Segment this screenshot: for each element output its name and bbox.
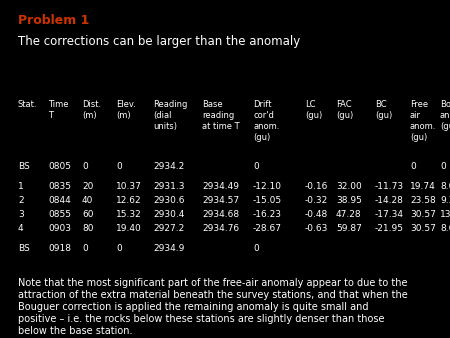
Text: 2927.2: 2927.2 (153, 224, 184, 233)
Text: 0844: 0844 (48, 196, 71, 205)
Text: Dist.: Dist. (82, 100, 101, 109)
Text: 13.23: 13.23 (440, 210, 450, 219)
Text: 2934.49: 2934.49 (202, 182, 239, 191)
Text: 0: 0 (253, 162, 259, 171)
Text: 12.62: 12.62 (116, 196, 142, 205)
Text: reading: reading (202, 111, 234, 120)
Text: BC: BC (375, 100, 387, 109)
Text: Time: Time (48, 100, 68, 109)
Text: Problem 1: Problem 1 (18, 14, 90, 27)
Text: 0: 0 (116, 244, 122, 253)
Text: 15.32: 15.32 (116, 210, 142, 219)
Text: 19.40: 19.40 (116, 224, 142, 233)
Text: -0.48: -0.48 (305, 210, 328, 219)
Text: 30.57: 30.57 (410, 224, 436, 233)
Text: units): units) (153, 122, 177, 131)
Text: -0.63: -0.63 (305, 224, 328, 233)
Text: -14.28: -14.28 (375, 196, 404, 205)
Text: 2934.68: 2934.68 (202, 210, 239, 219)
Text: Base: Base (202, 100, 223, 109)
Text: Free: Free (410, 100, 428, 109)
Text: -11.73: -11.73 (375, 182, 404, 191)
Text: 0: 0 (116, 162, 122, 171)
Text: -16.23: -16.23 (253, 210, 282, 219)
Text: -17.34: -17.34 (375, 210, 404, 219)
Text: 2930.6: 2930.6 (153, 196, 184, 205)
Text: (m): (m) (82, 111, 97, 120)
Text: 4: 4 (18, 224, 23, 233)
Text: FAC: FAC (336, 100, 351, 109)
Text: Reading: Reading (153, 100, 187, 109)
Text: 59.87: 59.87 (336, 224, 362, 233)
Text: 30.57: 30.57 (410, 210, 436, 219)
Text: 0: 0 (253, 244, 259, 253)
Text: (dial: (dial (153, 111, 171, 120)
Text: (gu): (gu) (253, 133, 270, 142)
Text: BS: BS (18, 162, 30, 171)
Text: anom.: anom. (440, 111, 450, 120)
Text: 32.00: 32.00 (336, 182, 362, 191)
Text: Bouguer correction is applied the remaining anomaly is quite small and: Bouguer correction is applied the remain… (18, 302, 369, 312)
Text: 2934.57: 2934.57 (202, 196, 239, 205)
Text: 0: 0 (82, 162, 88, 171)
Text: at time T: at time T (202, 122, 239, 131)
Text: 0855: 0855 (48, 210, 71, 219)
Text: The corrections can be larger than the anomaly: The corrections can be larger than the a… (18, 35, 300, 48)
Text: 38.95: 38.95 (336, 196, 362, 205)
Text: positive – i.e. the rocks below these stations are slightly denser than those: positive – i.e. the rocks below these st… (18, 314, 384, 324)
Text: 10.37: 10.37 (116, 182, 142, 191)
Text: 2934.9: 2934.9 (153, 244, 184, 253)
Text: 0: 0 (440, 162, 446, 171)
Text: 8.62: 8.62 (440, 224, 450, 233)
Text: 2930.4: 2930.4 (153, 210, 184, 219)
Text: Elev.: Elev. (116, 100, 136, 109)
Text: Drift: Drift (253, 100, 271, 109)
Text: 19.74: 19.74 (410, 182, 436, 191)
Text: 2931.3: 2931.3 (153, 182, 184, 191)
Text: 47.28: 47.28 (336, 210, 362, 219)
Text: -0.32: -0.32 (305, 196, 328, 205)
Text: 2934.76: 2934.76 (202, 224, 239, 233)
Text: 60: 60 (82, 210, 94, 219)
Text: 0918: 0918 (48, 244, 71, 253)
Text: -0.16: -0.16 (305, 182, 328, 191)
Text: 1: 1 (18, 182, 24, 191)
Text: below the base station.: below the base station. (18, 326, 132, 336)
Text: 0835: 0835 (48, 182, 71, 191)
Text: T: T (48, 111, 53, 120)
Text: cor'd: cor'd (253, 111, 274, 120)
Text: Boug.: Boug. (440, 100, 450, 109)
Text: (m): (m) (116, 111, 130, 120)
Text: 9.3: 9.3 (440, 196, 450, 205)
Text: 40: 40 (82, 196, 94, 205)
Text: -12.10: -12.10 (253, 182, 282, 191)
Text: -28.67: -28.67 (253, 224, 282, 233)
Text: 0: 0 (82, 244, 88, 253)
Text: 0805: 0805 (48, 162, 71, 171)
Text: (gu): (gu) (336, 111, 353, 120)
Text: -21.95: -21.95 (375, 224, 404, 233)
Text: -15.05: -15.05 (253, 196, 282, 205)
Text: (gu): (gu) (410, 133, 427, 142)
Text: (gu): (gu) (440, 122, 450, 131)
Text: anom.: anom. (410, 122, 436, 131)
Text: 20: 20 (82, 182, 94, 191)
Text: 0903: 0903 (48, 224, 71, 233)
Text: 80: 80 (82, 224, 94, 233)
Text: (gu): (gu) (305, 111, 322, 120)
Text: BS: BS (18, 244, 30, 253)
Text: 0: 0 (410, 162, 416, 171)
Text: (gu): (gu) (375, 111, 392, 120)
Text: LC: LC (305, 100, 315, 109)
Text: Note that the most significant part of the free-air anomaly appear to due to the: Note that the most significant part of t… (18, 278, 408, 288)
Text: 3: 3 (18, 210, 24, 219)
Text: 2: 2 (18, 196, 23, 205)
Text: anom.: anom. (253, 122, 279, 131)
Text: attraction of the extra material beneath the survey stations, and that when the: attraction of the extra material beneath… (18, 290, 408, 300)
Text: 23.58: 23.58 (410, 196, 436, 205)
Text: 8.01: 8.01 (440, 182, 450, 191)
Text: air: air (410, 111, 421, 120)
Text: 2934.2: 2934.2 (153, 162, 184, 171)
Text: Stat.: Stat. (18, 100, 37, 109)
